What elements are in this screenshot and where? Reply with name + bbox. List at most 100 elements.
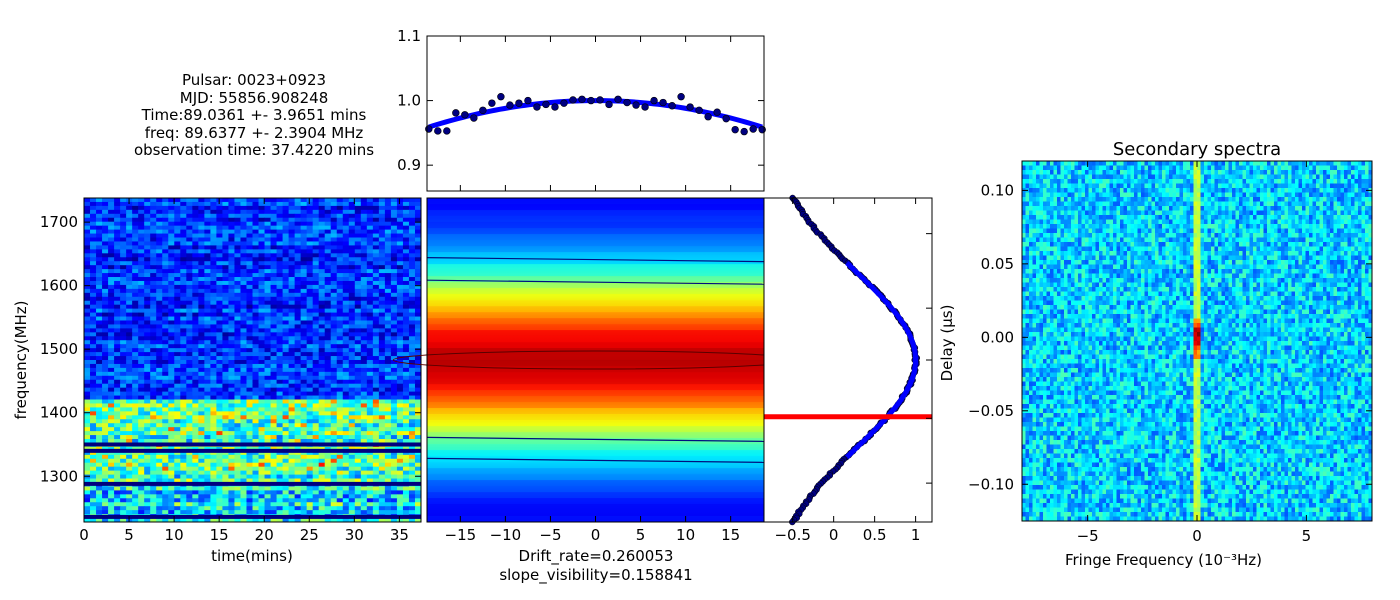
heatmap-cell (222, 466, 229, 472)
heatmap-cell (174, 458, 181, 464)
heatmap-cell (252, 415, 259, 420)
heatmap-cell (114, 308, 121, 313)
heatmap-cell (132, 336, 139, 341)
heatmap-cell (150, 474, 157, 479)
heatmap-cell (330, 462, 338, 468)
heatmap-cell (162, 205, 169, 211)
heatmap-cell (366, 332, 374, 337)
heatmap-cell (372, 462, 380, 468)
heatmap-cell (162, 470, 169, 475)
heatmap-cell (258, 498, 265, 503)
heatmap-cell (282, 454, 290, 460)
heatmap-cell (354, 478, 362, 483)
heatmap-cell (330, 431, 338, 436)
heatmap-cell (372, 375, 380, 381)
heatmap-cell (126, 320, 133, 325)
heatmap-cell (342, 454, 350, 460)
heatmap-cell (252, 462, 259, 468)
heatmap-cell (402, 296, 410, 302)
heatmap-cell (414, 225, 422, 231)
heatmap-cell (360, 363, 368, 369)
heatmap-cell (330, 320, 338, 325)
heatmap-cell (234, 233, 241, 238)
heatmap-cell (384, 498, 392, 503)
heatmap-cell (312, 458, 320, 464)
heatmap-cell (186, 490, 193, 495)
heatmap-cell (114, 435, 121, 440)
heatmap-cell (204, 324, 211, 329)
heatmap-cell (270, 360, 277, 365)
heatmap-cell (306, 348, 314, 353)
heatmap-cell (396, 205, 404, 211)
heatmap-cell (114, 419, 121, 424)
heatmap-cell (300, 217, 308, 223)
heatmap-cell (294, 415, 302, 420)
heatmap-cell (102, 403, 109, 408)
heatmap-cell (222, 407, 229, 412)
heatmap-cell (354, 395, 362, 400)
heatmap-cell (378, 265, 386, 270)
heatmap-cell (282, 277, 290, 282)
heatmap-cell (270, 221, 277, 227)
heatmap-cell (324, 427, 332, 432)
heatmap-cell (144, 265, 151, 270)
heatmap-cell (336, 439, 344, 444)
heatmap-cell (162, 221, 169, 227)
heatmap-cell (138, 450, 145, 456)
heatmap-cell (288, 411, 296, 416)
heatmap-cell (180, 229, 187, 234)
heatmap-cell (378, 490, 386, 495)
heatmap-cell (390, 261, 398, 266)
heatmap-cell (102, 209, 109, 215)
heatmap-cell (378, 328, 386, 333)
heatmap-cell (246, 435, 253, 440)
heatmap-cell (198, 344, 205, 349)
heatmap-cell (96, 360, 103, 365)
heatmap-cell (108, 269, 115, 274)
heatmap-cell (174, 249, 181, 254)
heatmap-cell (264, 510, 271, 515)
heatmap-cell (186, 356, 193, 361)
heatmap-cell (378, 363, 386, 369)
heatmap-cell (90, 304, 97, 310)
heatmap-cell (216, 360, 223, 365)
heatmap-cell (390, 383, 398, 389)
heatmap-cell (138, 316, 145, 321)
heatmap-cell (120, 375, 127, 381)
heatmap-cell (156, 395, 163, 400)
heatmap-cell (324, 510, 332, 515)
heatmap-cell (258, 399, 265, 404)
heatmap-cell (264, 265, 271, 270)
heatmap-cell (246, 427, 253, 432)
heatmap-cell (270, 269, 277, 274)
heatmap-cell (240, 490, 247, 495)
heatmap-cell (174, 431, 181, 436)
data-point (749, 125, 757, 133)
heatmap-cell (348, 288, 356, 294)
heatmap-cell (222, 415, 229, 420)
heatmap-cell (288, 308, 296, 313)
heatmap-cell (378, 336, 386, 341)
heatmap-cell (306, 395, 314, 400)
heatmap-cell (270, 304, 277, 310)
heatmap-cell (366, 435, 374, 440)
heatmap-cell (96, 324, 103, 329)
heatmap-cell (132, 360, 139, 365)
heatmap-cell (120, 245, 127, 250)
heatmap-cell (366, 201, 374, 207)
heatmap-cell (282, 510, 290, 515)
heatmap-cell (354, 277, 362, 282)
heatmap-cell (162, 300, 169, 306)
heatmap-cell (330, 292, 338, 298)
heatmap-cell (276, 273, 283, 278)
heatmap-cell (288, 403, 296, 408)
heatmap-cell (288, 241, 296, 246)
heatmap-cell (276, 348, 283, 353)
heatmap-cell (372, 201, 380, 207)
heatmap-cell (402, 454, 410, 460)
heatmap-cell (378, 205, 386, 211)
heatmap-cell (348, 363, 356, 369)
heatmap-cell (414, 506, 422, 511)
heatmap-cell (408, 273, 416, 278)
